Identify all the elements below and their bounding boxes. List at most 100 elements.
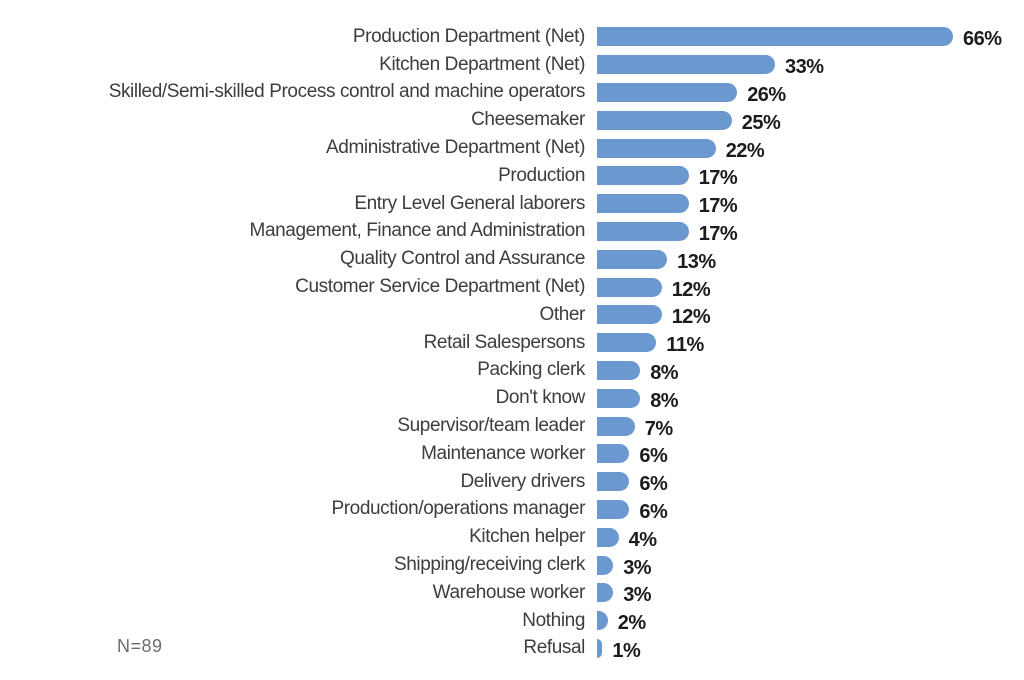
bar-row: Kitchen helper 4%	[0, 523, 1024, 551]
category-label: Kitchen helper	[469, 526, 585, 548]
category-label: Warehouse worker	[432, 581, 586, 603]
bar-track: 4%	[597, 526, 1024, 551]
bar	[597, 388, 641, 408]
bar	[597, 555, 614, 575]
bar-track: 17%	[597, 192, 1024, 218]
category-label: Entry Level General laborers	[354, 192, 585, 214]
bar-track: 6%	[597, 442, 1024, 468]
bar-row: Production 17%	[0, 162, 1024, 190]
value-label: 8%	[650, 389, 679, 412]
value-label: 12%	[671, 278, 711, 301]
category-label: Customer Service Department (Net)	[295, 276, 585, 298]
bar	[597, 333, 657, 353]
category-label: Management, Finance and Administration	[249, 220, 586, 242]
bar-row: Production/operations manager 6%	[0, 496, 1024, 524]
bar-row: Entry Level General laborers 17%	[0, 190, 1024, 218]
bar	[597, 583, 614, 603]
bar-row: Other 12%	[0, 301, 1024, 329]
bar-row: Customer Service Department (Net) 12%	[0, 273, 1024, 301]
bar-track: 66%	[597, 25, 1024, 51]
value-label: 66%	[963, 28, 1002, 51]
bar-track: 3%	[597, 581, 1024, 607]
value-label: 6%	[639, 473, 668, 496]
bar-track: 6%	[597, 470, 1024, 496]
bar	[597, 360, 641, 380]
value-label: 33%	[785, 56, 824, 79]
value-label: 17%	[698, 222, 738, 245]
category-label: Kitchen Department (Net)	[379, 53, 585, 75]
bar-row: Delivery drivers 6%	[0, 468, 1024, 496]
category-label: Administrative Department (Net)	[326, 137, 585, 159]
value-label: 1%	[612, 639, 641, 662]
category-label: Quality Control and Assurance	[339, 248, 585, 270]
bar	[597, 138, 716, 158]
value-label: 26%	[747, 83, 786, 106]
bar	[597, 55, 775, 75]
bar-row: Management, Finance and Administration 17…	[0, 218, 1024, 246]
value-label: 13%	[677, 250, 716, 273]
bar-row: Warehouse worker 3%	[0, 579, 1024, 607]
category-label: Shipping/receiving clerk	[393, 554, 585, 576]
bar	[597, 305, 662, 325]
value-label: 4%	[628, 528, 657, 551]
bar-track: 8%	[597, 387, 1024, 412]
bar	[597, 221, 689, 241]
bar	[597, 527, 619, 547]
bar-row: Kitchen Department (Net) 33%	[0, 51, 1024, 79]
bar-track: 13%	[597, 248, 1024, 273]
bar	[597, 27, 953, 47]
category-label: Other	[539, 303, 585, 325]
bar	[597, 416, 635, 436]
bar	[597, 611, 608, 631]
bar-track: 11%	[597, 331, 1024, 357]
value-label: 22%	[725, 139, 765, 162]
bar-track: 26%	[597, 81, 1024, 106]
bar	[597, 499, 630, 519]
value-label: 25%	[741, 111, 781, 134]
value-label: 17%	[698, 195, 738, 218]
bar-row: Quality Control and Assurance 13%	[0, 245, 1024, 273]
bar-track: 6%	[597, 498, 1024, 523]
value-label: 7%	[644, 417, 673, 440]
bar	[597, 277, 662, 297]
bar-track: 7%	[597, 415, 1024, 440]
value-label: 6%	[639, 445, 668, 468]
category-label: Skilled/Semi-skilled Process control and…	[108, 81, 586, 103]
bar-row: Don't know 8%	[0, 384, 1024, 412]
category-label: Packing clerk	[477, 359, 585, 381]
bar-track: 12%	[597, 303, 1024, 329]
bar	[597, 194, 689, 214]
bar-track: 2%	[597, 609, 1024, 635]
bar-track: 1%	[597, 637, 1024, 662]
bar-track: 12%	[597, 276, 1024, 301]
bar	[597, 638, 603, 658]
value-label: 12%	[671, 306, 711, 329]
category-label: Cheesemaker	[471, 109, 585, 131]
category-label: Maintenance worker	[421, 442, 585, 464]
value-label: 6%	[639, 500, 668, 523]
bar-track: 17%	[597, 220, 1024, 245]
bar-track: 3%	[597, 554, 1024, 579]
bar-row: Refusal 1%	[0, 635, 1024, 663]
category-label: Production Department (Net)	[352, 25, 585, 47]
value-label: 8%	[650, 361, 679, 384]
value-label: 2%	[617, 612, 646, 635]
bar	[597, 249, 668, 269]
bar-row: Supervisor/team leader 7%	[0, 412, 1024, 440]
bar-row: Administrative Department (Net) 22%	[0, 134, 1024, 162]
bar-track: 25%	[597, 109, 1024, 134]
category-label: Production	[498, 164, 585, 186]
value-label: 11%	[666, 334, 704, 357]
bar-row: Skilled/Semi-skilled Process control and…	[0, 79, 1024, 107]
bar-row: Retail Salespersons 11%	[0, 329, 1024, 357]
bar-row: Production Department (Net) 66%	[0, 23, 1024, 51]
bar-track: 17%	[597, 164, 1024, 190]
bar-rows: Production Department (Net) 66% Kitchen De…	[0, 23, 1024, 662]
bar-row: Nothing 2%	[0, 607, 1024, 635]
bar-row: Cheesemaker 25%	[0, 106, 1024, 134]
category-label: Refusal	[523, 637, 585, 659]
bar-row: Shipping/receiving clerk 3%	[0, 551, 1024, 579]
category-label: Production/operations manager	[331, 498, 585, 520]
value-label: 17%	[698, 167, 738, 190]
value-label: 3%	[623, 584, 652, 607]
